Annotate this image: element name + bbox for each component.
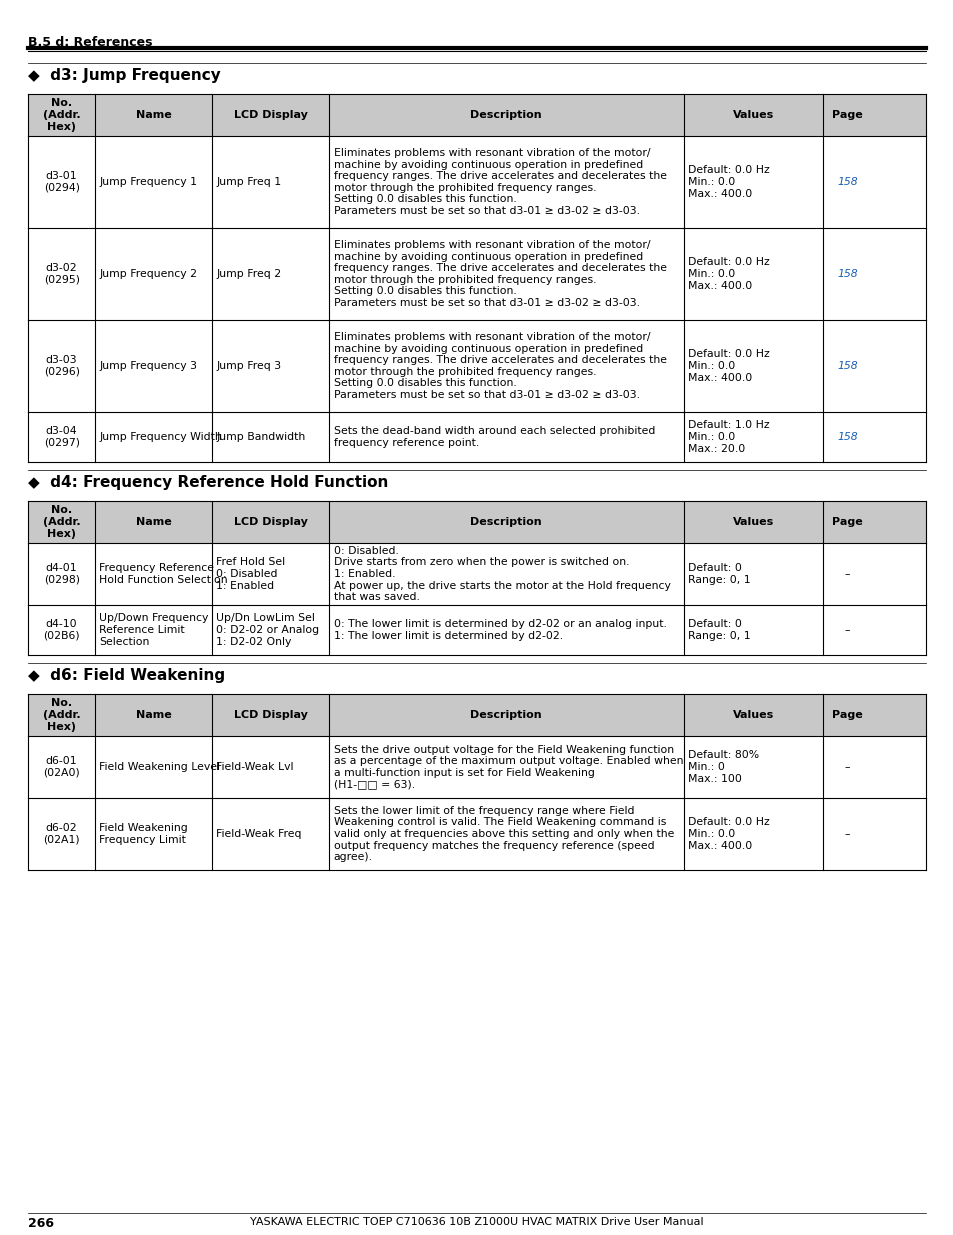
Text: LCD Display: LCD Display bbox=[233, 710, 307, 720]
Text: Jump Frequency Width: Jump Frequency Width bbox=[99, 432, 222, 442]
Text: Name: Name bbox=[135, 110, 172, 120]
Text: Page: Page bbox=[831, 710, 862, 720]
Text: –: – bbox=[843, 625, 849, 635]
Text: Eliminates problems with resonant vibration of the motor/
machine by avoiding co: Eliminates problems with resonant vibrat… bbox=[334, 332, 666, 400]
Text: Sets the drive output voltage for the Field Weakening function
as a percentage o: Sets the drive output voltage for the Fi… bbox=[334, 745, 682, 789]
Text: d3-01
(0294): d3-01 (0294) bbox=[44, 172, 80, 193]
Text: 266: 266 bbox=[28, 1216, 54, 1230]
Text: LCD Display: LCD Display bbox=[233, 110, 307, 120]
Text: Page: Page bbox=[831, 110, 862, 120]
Text: d4-10
(02B6): d4-10 (02B6) bbox=[43, 619, 80, 641]
Text: Description: Description bbox=[470, 517, 541, 527]
Text: Values: Values bbox=[732, 110, 773, 120]
Bar bbox=[28, 501, 925, 543]
Text: Jump Freq 1: Jump Freq 1 bbox=[216, 177, 281, 186]
Text: Name: Name bbox=[135, 517, 172, 527]
Text: 0: Disabled.
Drive starts from zero when the power is switched on.
1: Enabled.
A: 0: Disabled. Drive starts from zero when… bbox=[334, 546, 670, 603]
Text: Name: Name bbox=[135, 710, 172, 720]
Text: Sets the dead-band width around each selected prohibited
frequency reference poi: Sets the dead-band width around each sel… bbox=[334, 426, 655, 448]
Text: Up/Dn LowLim Sel
0: D2-02 or Analog
1: D2-02 Only: Up/Dn LowLim Sel 0: D2-02 or Analog 1: D… bbox=[216, 614, 319, 647]
Text: d3-04
(0297): d3-04 (0297) bbox=[44, 426, 80, 448]
Text: Page: Page bbox=[831, 517, 862, 527]
Text: No.
(Addr.
Hex): No. (Addr. Hex) bbox=[43, 699, 80, 731]
Text: Description: Description bbox=[470, 710, 541, 720]
Bar bbox=[28, 694, 925, 736]
Text: Values: Values bbox=[732, 517, 773, 527]
Text: –: – bbox=[843, 762, 849, 772]
Text: Values: Values bbox=[732, 710, 773, 720]
Text: YASKAWA ELECTRIC TOEP C710636 10B Z1000U HVAC MATRIX Drive User Manual: YASKAWA ELECTRIC TOEP C710636 10B Z1000U… bbox=[250, 1216, 703, 1228]
Text: d3-03
(0296): d3-03 (0296) bbox=[44, 356, 80, 377]
Text: Field Weakening
Frequency Limit: Field Weakening Frequency Limit bbox=[99, 824, 188, 845]
Text: Description: Description bbox=[470, 110, 541, 120]
Text: No.
(Addr.
Hex): No. (Addr. Hex) bbox=[43, 505, 80, 538]
Text: Eliminates problems with resonant vibration of the motor/
machine by avoiding co: Eliminates problems with resonant vibrat… bbox=[334, 148, 666, 216]
Text: Jump Bandwidth: Jump Bandwidth bbox=[216, 432, 305, 442]
Text: 0: The lower limit is determined by d2-02 or an analog input.
1: The lower limit: 0: The lower limit is determined by d2-0… bbox=[334, 619, 666, 641]
Text: d6-01
(02A0): d6-01 (02A0) bbox=[43, 756, 80, 778]
Text: Default: 0.0 Hz
Min.: 0.0
Max.: 400.0: Default: 0.0 Hz Min.: 0.0 Max.: 400.0 bbox=[687, 818, 768, 851]
Text: Default: 0.0 Hz
Min.: 0.0
Max.: 400.0: Default: 0.0 Hz Min.: 0.0 Max.: 400.0 bbox=[687, 165, 768, 199]
Text: Jump Frequency 1: Jump Frequency 1 bbox=[99, 177, 197, 186]
Text: Default: 0
Range: 0, 1: Default: 0 Range: 0, 1 bbox=[687, 619, 749, 641]
Text: Default: 0.0 Hz
Min.: 0.0
Max.: 400.0: Default: 0.0 Hz Min.: 0.0 Max.: 400.0 bbox=[687, 350, 768, 383]
Text: Field Weakening Level: Field Weakening Level bbox=[99, 762, 220, 772]
Text: No.
(Addr.
Hex): No. (Addr. Hex) bbox=[43, 99, 80, 132]
Text: Jump Frequency 2: Jump Frequency 2 bbox=[99, 269, 197, 279]
Text: ◆  d6: Field Weakening: ◆ d6: Field Weakening bbox=[28, 668, 225, 683]
Text: Default: 0
Range: 0, 1: Default: 0 Range: 0, 1 bbox=[687, 563, 749, 585]
Text: Default: 80%
Min.: 0
Max.: 100: Default: 80% Min.: 0 Max.: 100 bbox=[687, 751, 758, 783]
Text: ◆  d4: Frequency Reference Hold Function: ◆ d4: Frequency Reference Hold Function bbox=[28, 475, 388, 490]
Text: B.5 d: References: B.5 d: References bbox=[28, 36, 152, 49]
Bar bbox=[28, 94, 925, 136]
Text: d6-02
(02A1): d6-02 (02A1) bbox=[43, 824, 80, 845]
Text: 158: 158 bbox=[836, 361, 857, 370]
Text: Frequency Reference
Hold Function Selection: Frequency Reference Hold Function Select… bbox=[99, 563, 228, 585]
Text: Sets the lower limit of the frequency range where Field
Weakening control is val: Sets the lower limit of the frequency ra… bbox=[334, 805, 674, 862]
Text: LCD Display: LCD Display bbox=[233, 517, 307, 527]
Text: Jump Frequency 3: Jump Frequency 3 bbox=[99, 361, 197, 370]
Text: d3-02
(0295): d3-02 (0295) bbox=[44, 263, 80, 285]
Text: Default: 0.0 Hz
Min.: 0.0
Max.: 400.0: Default: 0.0 Hz Min.: 0.0 Max.: 400.0 bbox=[687, 257, 768, 290]
Text: Jump Freq 3: Jump Freq 3 bbox=[216, 361, 281, 370]
Text: Field-Weak Freq: Field-Weak Freq bbox=[216, 829, 301, 839]
Text: –: – bbox=[843, 829, 849, 839]
Text: Default: 1.0 Hz
Min.: 0.0
Max.: 20.0: Default: 1.0 Hz Min.: 0.0 Max.: 20.0 bbox=[687, 420, 768, 453]
Text: Jump Freq 2: Jump Freq 2 bbox=[216, 269, 281, 279]
Text: Eliminates problems with resonant vibration of the motor/
machine by avoiding co: Eliminates problems with resonant vibrat… bbox=[334, 240, 666, 308]
Text: Field-Weak Lvl: Field-Weak Lvl bbox=[216, 762, 294, 772]
Text: d4-01
(0298): d4-01 (0298) bbox=[44, 563, 80, 585]
Text: 158: 158 bbox=[836, 432, 857, 442]
Text: ◆  d3: Jump Frequency: ◆ d3: Jump Frequency bbox=[28, 68, 220, 83]
Text: 158: 158 bbox=[836, 269, 857, 279]
Text: Fref Hold Sel
0: Disabled
1: Enabled: Fref Hold Sel 0: Disabled 1: Enabled bbox=[216, 557, 285, 590]
Text: –: – bbox=[843, 569, 849, 579]
Text: 158: 158 bbox=[836, 177, 857, 186]
Text: Up/Down Frequency
Reference Limit
Selection: Up/Down Frequency Reference Limit Select… bbox=[99, 614, 209, 647]
